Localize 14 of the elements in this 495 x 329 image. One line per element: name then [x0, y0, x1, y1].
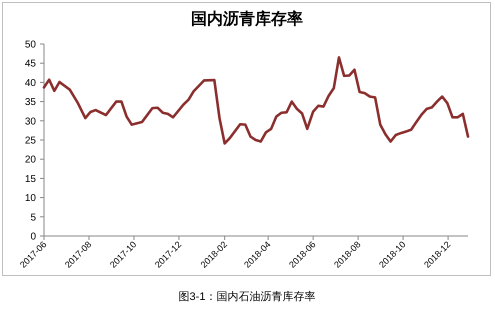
y-tick-label: 0 [30, 232, 36, 242]
y-tick-label: 45 [24, 58, 36, 70]
chart-title: 国内沥青库存率 [191, 9, 303, 28]
caption: 图3-1：国内石油沥青库存率 [178, 290, 316, 303]
y-tick-label: 40 [24, 78, 36, 89]
line-series [42, 56, 470, 145]
y-tick-label: 5 [30, 212, 36, 224]
y-tick-label: 35 [24, 97, 36, 108]
y-tick-label: 15 [24, 174, 36, 185]
y-tick-label: 30 [24, 116, 36, 128]
y-tick-label: 10 [24, 193, 36, 204]
y-tick-label: 20 [24, 154, 36, 166]
y-tick-label: 50 [24, 40, 36, 50]
y-tick-label: 25 [24, 136, 36, 146]
